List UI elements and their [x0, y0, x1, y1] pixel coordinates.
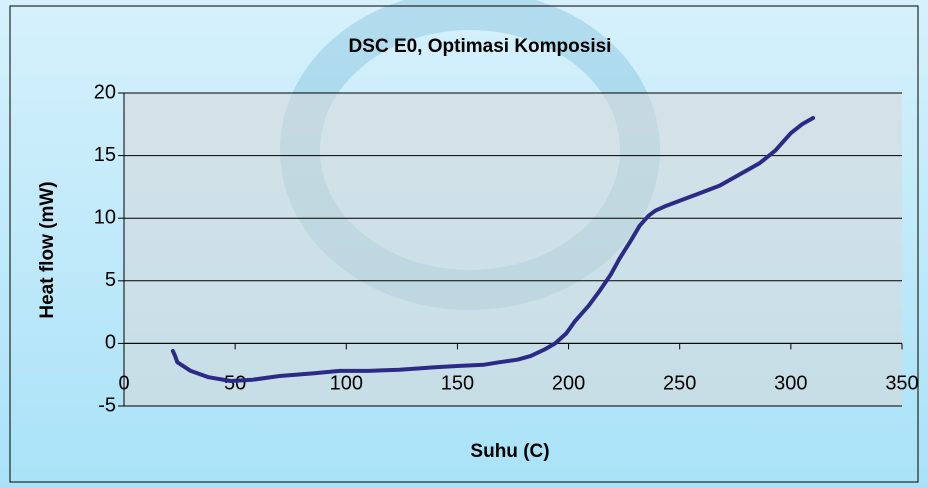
x-tick-label: 250: [663, 373, 696, 395]
y-tick-label: 5: [105, 269, 116, 291]
chart: DSC E0, Optimasi Komposisi Suhu (C) Heat…: [0, 0, 928, 488]
chart-title: DSC E0, Optimasi Komposisi: [349, 36, 612, 57]
x-tick-label: 200: [552, 373, 585, 395]
y-tick-label: 15: [94, 144, 116, 166]
x-tick-label: 300: [774, 373, 807, 395]
y-axis-title: Heat flow (mW): [37, 181, 58, 318]
y-tick-label: -5: [98, 394, 116, 416]
x-tick-label: 0: [118, 373, 129, 395]
x-axis-title: Suhu (C): [470, 441, 549, 462]
y-tick-label: 10: [94, 206, 116, 228]
x-tick-label: 350: [885, 373, 918, 395]
y-tick-label: 0: [105, 332, 116, 354]
x-tick-label: 50: [224, 373, 246, 395]
x-tick-label: 150: [441, 373, 474, 395]
y-tick-label: 20: [94, 81, 116, 103]
x-tick-label: 100: [330, 373, 363, 395]
